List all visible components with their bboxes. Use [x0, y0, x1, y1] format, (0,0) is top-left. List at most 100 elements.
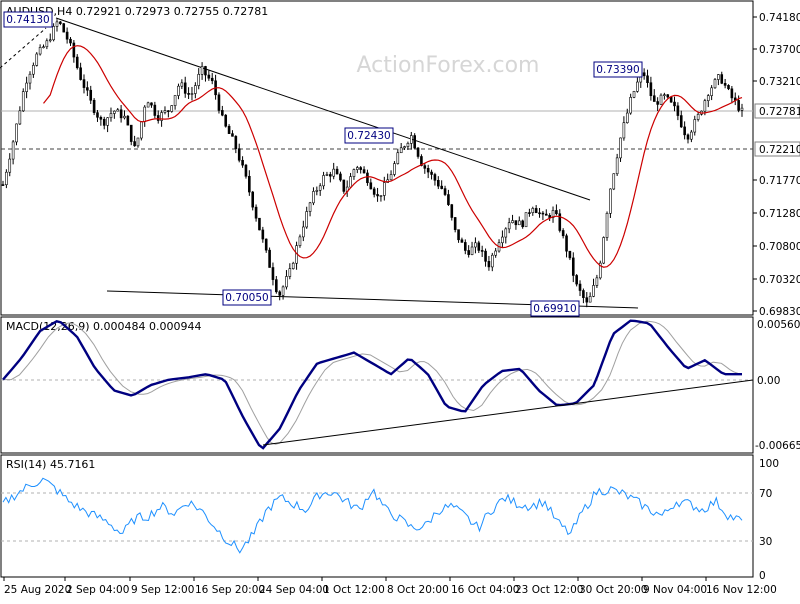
candle-body	[109, 113, 113, 119]
candle-body	[298, 236, 302, 246]
candle-body	[507, 222, 511, 230]
candle-body	[180, 82, 184, 87]
macd-title: MACD(12,26,9) 0.000484 0.000944	[6, 320, 202, 333]
macd-trend-line	[262, 379, 754, 446]
macd-tick-label: 0.005607	[757, 319, 800, 331]
candle-body	[696, 113, 700, 120]
candle-body	[467, 250, 470, 255]
candle-body	[642, 72, 646, 77]
candle-body	[52, 26, 55, 41]
candle-body	[376, 194, 379, 197]
price-tick-label: 0.74180	[759, 12, 800, 24]
candle-body	[305, 211, 308, 228]
candle-body	[575, 275, 578, 285]
candle-body	[410, 135, 413, 144]
candle-body	[366, 172, 369, 184]
candle-body	[534, 208, 538, 214]
candle-body	[582, 290, 585, 298]
candle-body	[372, 188, 376, 195]
candle-body	[460, 239, 464, 243]
candle-body	[268, 249, 271, 268]
candle-body	[673, 101, 676, 107]
candle-body	[318, 185, 322, 191]
candle-body	[406, 143, 410, 147]
rsi-title: RSI(14) 45.7161	[6, 458, 95, 471]
candle-body	[723, 83, 727, 86]
candle-body	[447, 194, 450, 205]
candle-body	[146, 102, 150, 108]
candle-body	[59, 21, 62, 24]
candle-body	[379, 195, 383, 197]
candle-body	[190, 93, 194, 95]
candle-body	[72, 42, 76, 58]
candle-body	[258, 217, 261, 231]
candle-body	[619, 137, 622, 159]
candle-body	[663, 94, 666, 96]
time-tick-label: 30 Oct 20:00	[579, 584, 647, 596]
candle-body	[11, 141, 15, 160]
candle-body	[79, 67, 82, 80]
candle-body	[727, 85, 730, 90]
candle-body	[356, 167, 359, 170]
candle-body	[588, 296, 592, 303]
candle-body	[251, 191, 255, 208]
candle-body	[288, 268, 292, 277]
candle-body	[65, 31, 69, 40]
candle-body	[558, 213, 562, 231]
candle-body	[544, 213, 548, 216]
rsi-tick-label: 30	[759, 536, 772, 548]
candle-body	[224, 114, 228, 127]
candle-body	[126, 115, 130, 126]
svg-text:0.69910: 0.69910	[533, 303, 576, 315]
candle-body	[187, 93, 190, 95]
candle-body	[129, 124, 133, 142]
candle-body	[221, 110, 224, 116]
candle-body	[197, 74, 201, 86]
candle-body	[227, 125, 231, 134]
candle-body	[413, 135, 416, 149]
candle-body	[571, 257, 575, 276]
candle-body	[329, 174, 332, 177]
candle-body	[437, 180, 440, 187]
price-pane: AUDUSD,H4 0.72921 0.72973 0.72755 0.7278…	[0, 0, 754, 317]
candle-body	[649, 82, 653, 97]
candle-body	[521, 220, 524, 228]
candle-body	[494, 250, 497, 256]
macd-main-line	[2, 319, 742, 450]
candle-body	[683, 126, 686, 136]
support-level-label: 0.72210	[759, 144, 800, 156]
candle-body	[659, 94, 663, 105]
candle-body	[568, 250, 572, 259]
candle-body	[477, 242, 481, 251]
candle-body	[602, 237, 605, 264]
candle-body	[555, 210, 558, 215]
current-price-label: 0.72781	[759, 106, 800, 118]
time-tick-label: 9 Sep 12:00	[131, 584, 194, 596]
time-tick-label: 16 Oct 04:00	[451, 584, 519, 596]
price-tick-label: 0.70320	[759, 274, 800, 286]
candle-body	[261, 229, 265, 240]
candle-body	[237, 148, 241, 161]
candle-body	[474, 242, 477, 248]
candle-body	[484, 250, 487, 262]
time-tick-label: 1 Oct 12:00	[323, 584, 385, 596]
callout-high-0.74130: 0.74130	[3, 11, 53, 28]
candle-body	[585, 297, 589, 303]
callout-high-0.72430: 0.72430	[344, 127, 394, 144]
candle-body	[720, 74, 724, 84]
time-tick-label: 2 Sep 04:00	[66, 584, 129, 596]
candle-body	[352, 169, 356, 177]
rsi-axis: 100 70 30 0	[759, 458, 779, 582]
candle-body	[676, 105, 680, 116]
time-tick-label: 24 Sep 04:00	[259, 584, 329, 596]
candle-body	[25, 82, 28, 92]
candle-body	[679, 115, 683, 128]
callout-high-0.73390: 0.73390	[593, 61, 643, 78]
candle-body	[204, 66, 207, 76]
time-tick-label: 16 Sep 20:00	[195, 584, 265, 596]
candle-body	[194, 85, 197, 94]
candle-body	[312, 191, 315, 204]
rsi-tick-label: 0	[759, 570, 766, 582]
candle-body	[241, 159, 244, 166]
candle-body	[541, 212, 545, 215]
